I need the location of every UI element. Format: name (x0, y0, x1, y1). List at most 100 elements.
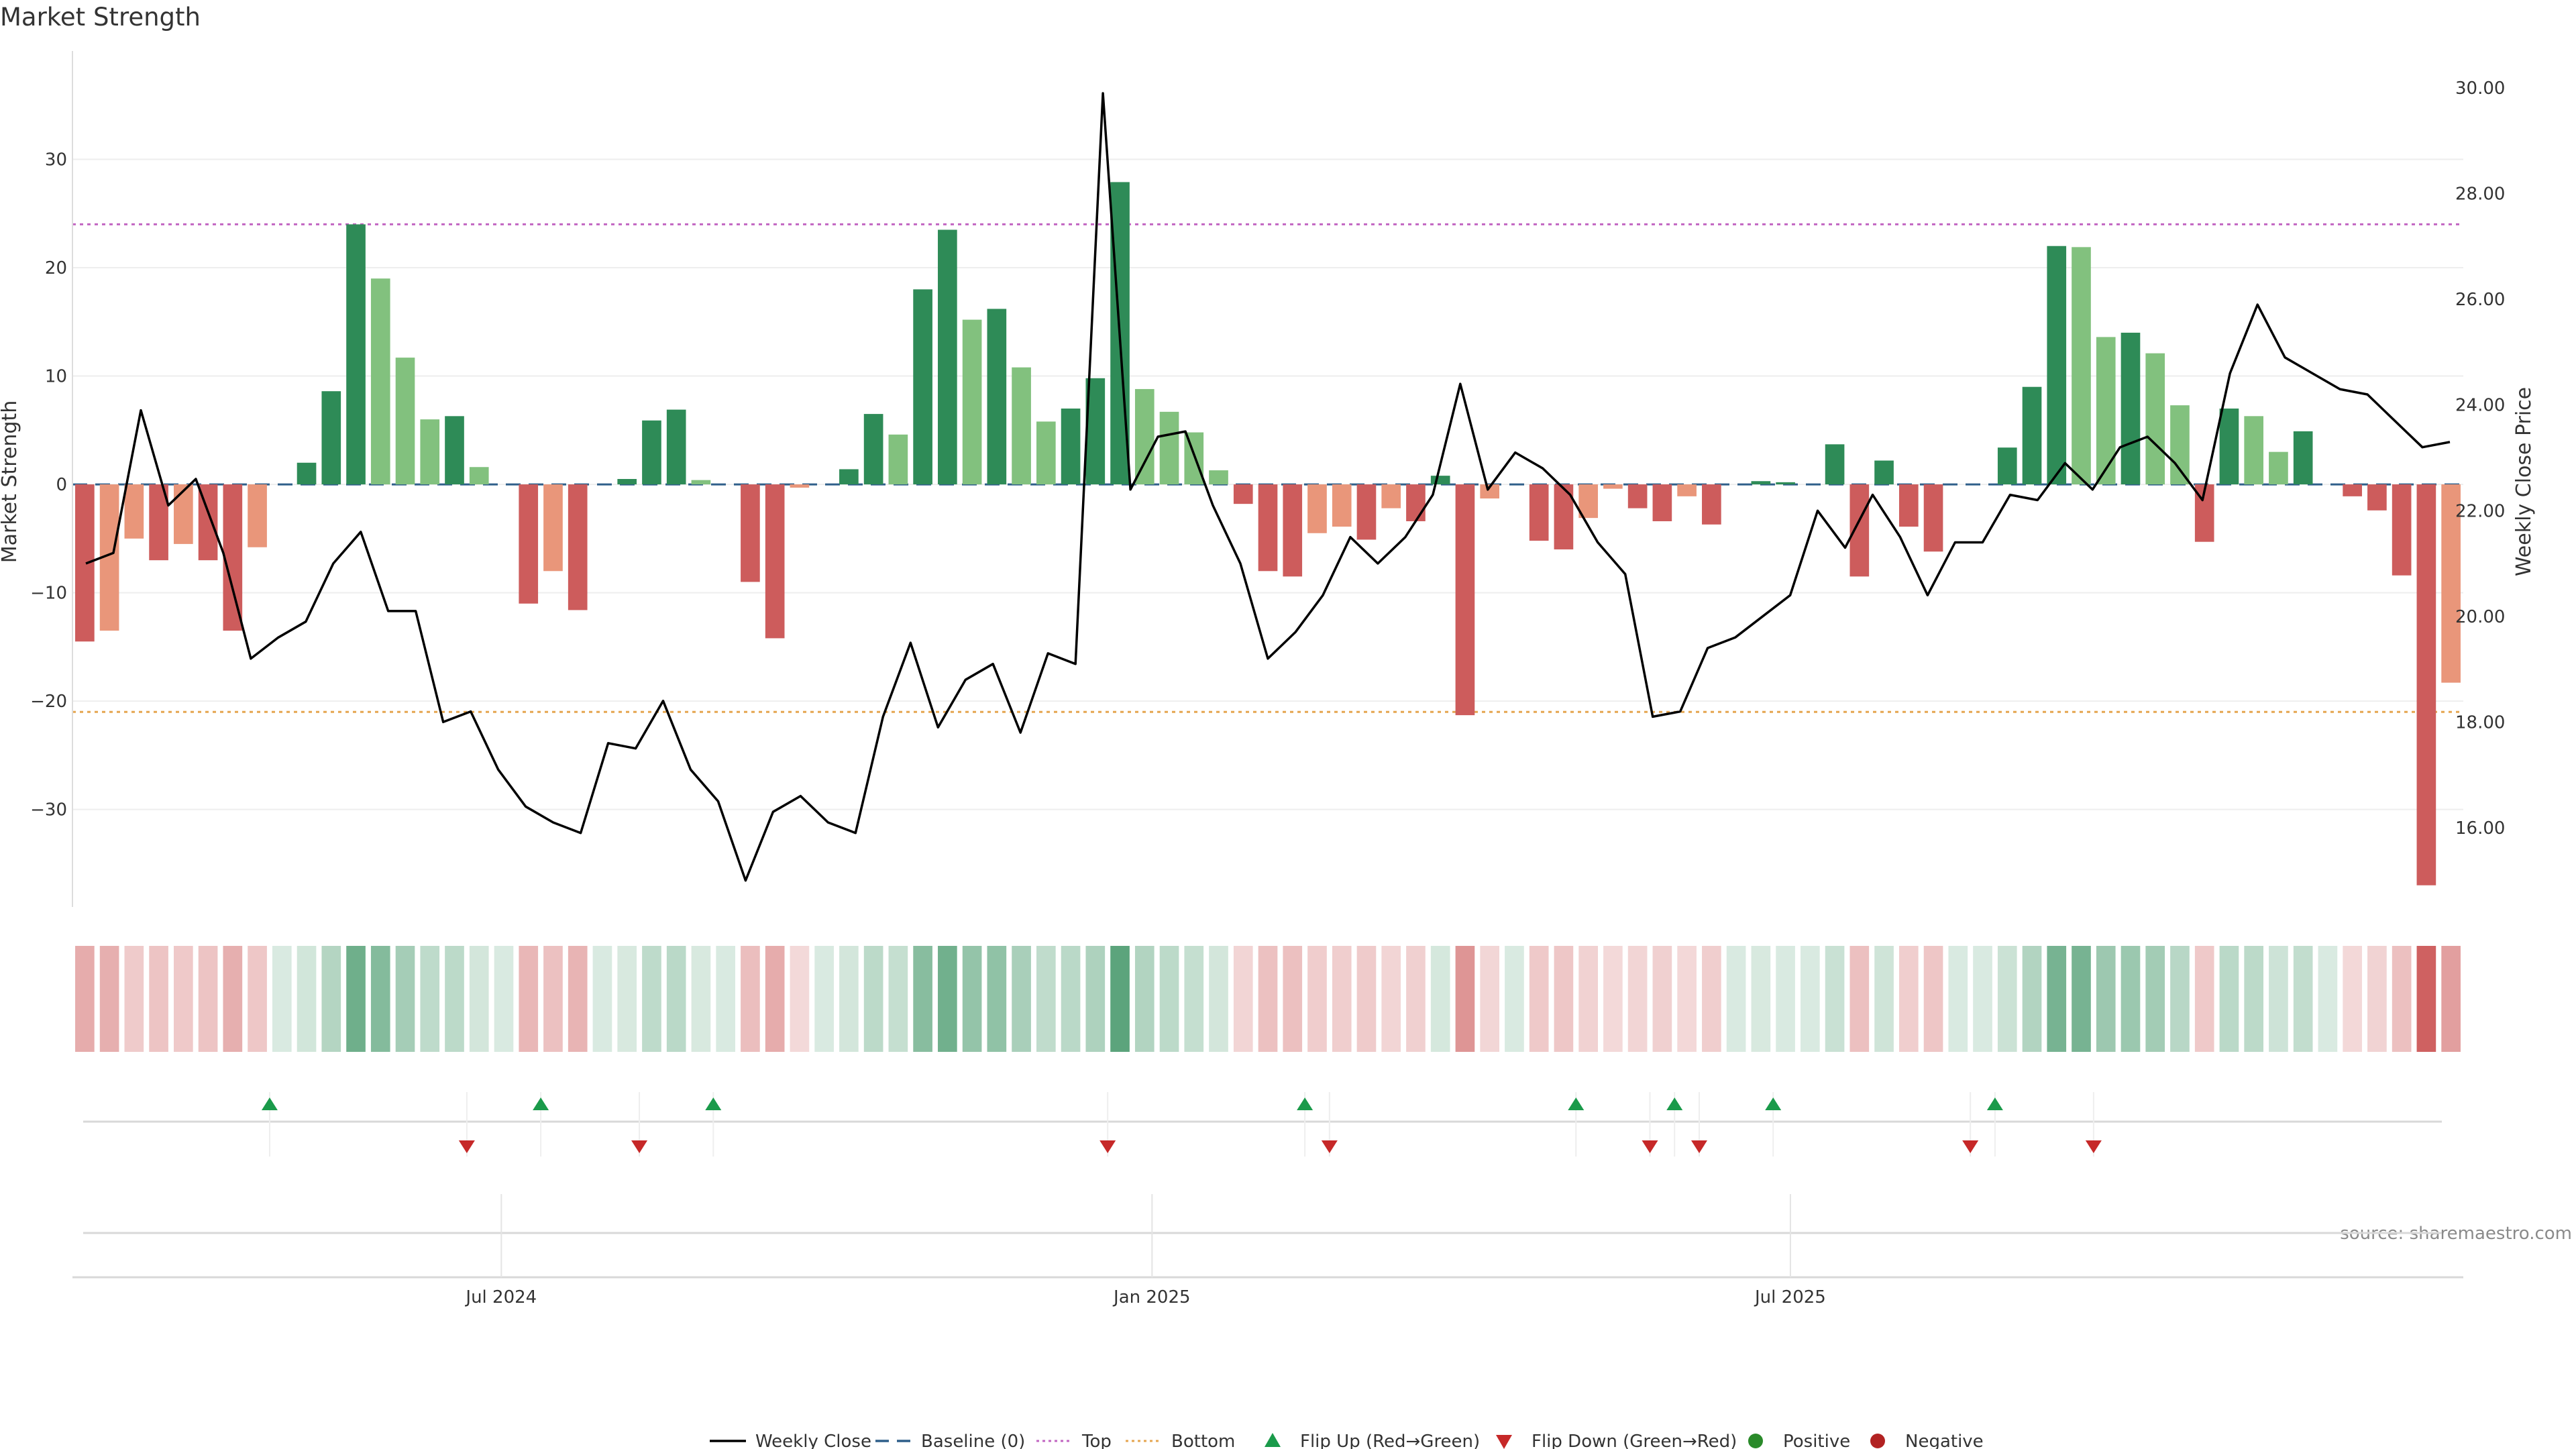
strength-bar (1381, 484, 1401, 508)
legend-label: Weekly Close (755, 1432, 871, 1449)
heat-cell (987, 946, 1007, 1052)
heat-cell (75, 946, 95, 1052)
heat-cell (321, 946, 341, 1052)
strength-bar (2343, 484, 2362, 496)
heat-cell (1652, 946, 1672, 1052)
strength-bar (2219, 409, 2239, 485)
strength-bar (617, 479, 637, 485)
heat-cell (1923, 946, 1943, 1052)
heat-cell (1209, 946, 1228, 1052)
strength-bar (1406, 484, 1426, 521)
heat-cell (1184, 946, 1204, 1052)
chart-title: Market Strength (0, 3, 201, 32)
heat-cell (346, 946, 366, 1052)
strength-bar (1356, 484, 1377, 540)
legend-swatch-flip-up (1265, 1433, 1281, 1447)
heat-cell (445, 946, 464, 1052)
strength-bar (1012, 367, 1031, 485)
strength-bar (2441, 484, 2461, 683)
flip-up-marker (705, 1097, 722, 1110)
legend-item: Negative (1870, 1432, 1984, 1449)
heat-cell (962, 946, 982, 1052)
heat-cell (2269, 946, 2288, 1052)
heat-cell (1726, 946, 1746, 1052)
heat-cell (814, 946, 834, 1052)
heat-cell (2047, 946, 2067, 1052)
strength-bar (1134, 388, 1155, 485)
y-tick-label: 20 (45, 258, 67, 278)
y2-tick-label: 28.00 (2455, 184, 2505, 205)
heat-cell (1677, 946, 1697, 1052)
heat-cell (99, 946, 119, 1052)
strength-bar (839, 469, 859, 485)
heat-cell (1332, 946, 1352, 1052)
strength-bar (1652, 484, 1672, 521)
heat-cell (1159, 946, 1179, 1052)
heat-cell (839, 946, 859, 1052)
legend-label: Positive (1783, 1432, 1850, 1449)
y2-tick-label: 24.00 (2455, 396, 2505, 416)
strength-bar (2047, 246, 2067, 485)
strength-bar (445, 416, 464, 485)
y-tick-label: −30 (30, 800, 67, 820)
strength-bar (962, 319, 982, 485)
strength-bar (1627, 484, 1648, 508)
heat-cell (2219, 946, 2239, 1052)
strength-bar (321, 391, 341, 485)
flip-up-marker (261, 1097, 278, 1110)
heat-cell (2072, 946, 2091, 1052)
y2-axis-label: Weekly Close Price (2512, 387, 2536, 576)
heat-cell (1898, 946, 1919, 1052)
y-tick-label: −20 (30, 692, 67, 712)
flip-up-marker (1666, 1097, 1683, 1110)
heat-cell (1948, 946, 1968, 1052)
legend-item: Flip Up (Red→Green) (1265, 1432, 1480, 1449)
strength-bar (642, 420, 661, 485)
heat-cell (1012, 946, 1031, 1052)
strength-bar (124, 484, 144, 539)
strength-bar (1258, 484, 1278, 572)
strength-bar (2367, 484, 2387, 511)
strength-bar (543, 484, 563, 572)
heat-cell (1430, 946, 1450, 1052)
legend-item: Baseline (0) (875, 1432, 1025, 1449)
heat-cell (1874, 946, 1894, 1052)
heat-cell (1801, 946, 1820, 1052)
heat-cell (1134, 946, 1155, 1052)
x-tick-label: Jul 2024 (464, 1287, 537, 1307)
heat-cell (198, 946, 218, 1052)
strength-bar (1825, 444, 1845, 485)
heat-cell (1554, 946, 1574, 1052)
heat-cell (1776, 946, 1795, 1052)
y2-tick-label: 16.00 (2455, 818, 2505, 839)
y-tick-label: −10 (30, 584, 67, 604)
heat-cell (297, 946, 317, 1052)
strength-bar (1159, 411, 1179, 485)
strength-bars (75, 182, 2461, 885)
heat-cell (1085, 946, 1106, 1052)
heat-cell (1480, 946, 1500, 1052)
heat-cell (469, 946, 489, 1052)
heat-cell (149, 946, 168, 1052)
weekly-close-line (85, 92, 2451, 882)
heat-cell (1702, 946, 1721, 1052)
strength-bar (568, 484, 588, 610)
heat-cell (1603, 946, 1623, 1052)
y2-tick-label: 18.00 (2455, 712, 2505, 733)
legend: Weekly Close Baseline (0) Top Bottom Flip Up… (710, 1432, 1984, 1449)
flip-down-marker (1642, 1140, 1658, 1153)
strength-bar (297, 462, 317, 485)
heat-cell (1751, 946, 1771, 1052)
heat-cell (2096, 946, 2116, 1052)
strength-bar (223, 484, 243, 631)
y-tick-label: 0 (56, 475, 67, 495)
heat-cell (666, 946, 686, 1052)
legend-item: Flip Down (Green→Red) (1496, 1432, 1737, 1449)
strength-bar (1776, 482, 1795, 485)
heat-cell (568, 946, 588, 1052)
heat-cell (272, 946, 292, 1052)
strength-bar (1603, 484, 1623, 489)
heat-cell (642, 946, 661, 1052)
strength-bar (174, 484, 193, 544)
